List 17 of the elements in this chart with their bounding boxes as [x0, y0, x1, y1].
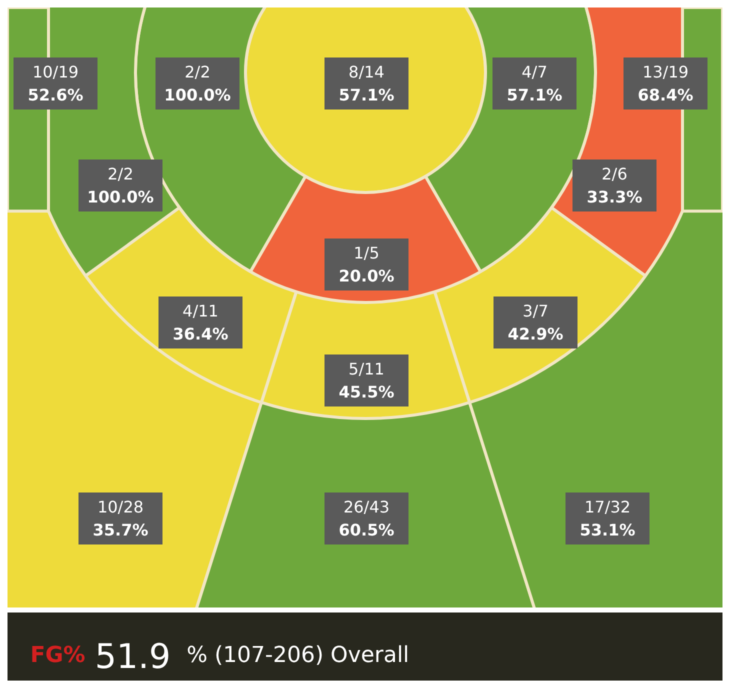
data-label: 10/28 35.7% — [92, 498, 148, 540]
data-label: 4/11 36.4% — [172, 302, 228, 344]
data-label: 10/19 52.6% — [28, 62, 84, 104]
data-label: 8/14 57.1% — [338, 62, 394, 104]
text: FG% — [30, 643, 86, 668]
data-label: 1/5 20.0% — [338, 244, 394, 286]
data-label: 4/7 57.1% — [506, 62, 562, 104]
text: 51.9 — [94, 637, 171, 677]
text: % (107-206) Overall — [186, 643, 410, 668]
data-label: 5/11 45.5% — [338, 360, 394, 402]
data-label: 13/19 68.4% — [638, 62, 694, 104]
data-label: 3/7 42.9% — [508, 302, 564, 344]
data-label: 17/32 53.1% — [580, 498, 636, 540]
data-label: 26/43 60.5% — [338, 498, 394, 540]
data-label: 2/2 100.0% — [164, 62, 231, 104]
data-label: 2/6 33.3% — [586, 164, 642, 206]
data-label: 2/2 100.0% — [87, 164, 154, 206]
